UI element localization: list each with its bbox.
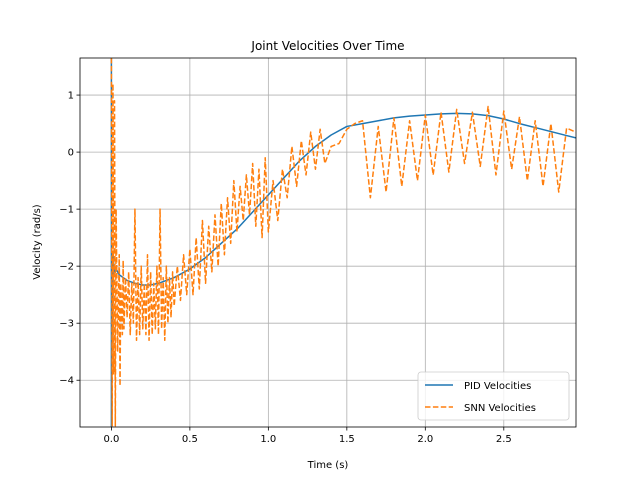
x-tick-label: 1.0 [260,434,276,445]
legend-label-snn: SNN Velocities [464,403,536,414]
plot-series [110,58,576,427]
x-tick-label: 0.0 [103,434,119,445]
series-line-snn [110,58,576,427]
y-tick-label: −1 [59,205,74,216]
x-tick-label: 0.5 [182,434,198,445]
legend-box [417,371,570,421]
x-tick-label: 2.0 [417,434,433,445]
x-axis-label: Time (s) [307,460,349,471]
y-axis-label: Velocity (rad/s) [32,204,43,279]
y-tick-label: −2 [59,262,74,273]
x-tick-label: 1.5 [339,434,355,445]
axis-ticks: 0.0 0.5 1.0 1.5 2.0 2.5 −4 −3 −2 −1 0 1 [59,91,512,445]
y-tick-label: 1 [68,91,74,102]
y-tick-label: −4 [59,376,74,387]
legend-label-pid: PID Velocities [464,381,531,392]
chart-title: Joint Velocities Over Time [250,39,404,53]
plot-frame [79,57,577,428]
legend: PID Velocities SNN Velocities [417,371,570,421]
y-tick-label: 0 [68,148,74,159]
y-tick-label: −3 [59,319,74,330]
x-tick-label: 2.5 [496,434,512,445]
